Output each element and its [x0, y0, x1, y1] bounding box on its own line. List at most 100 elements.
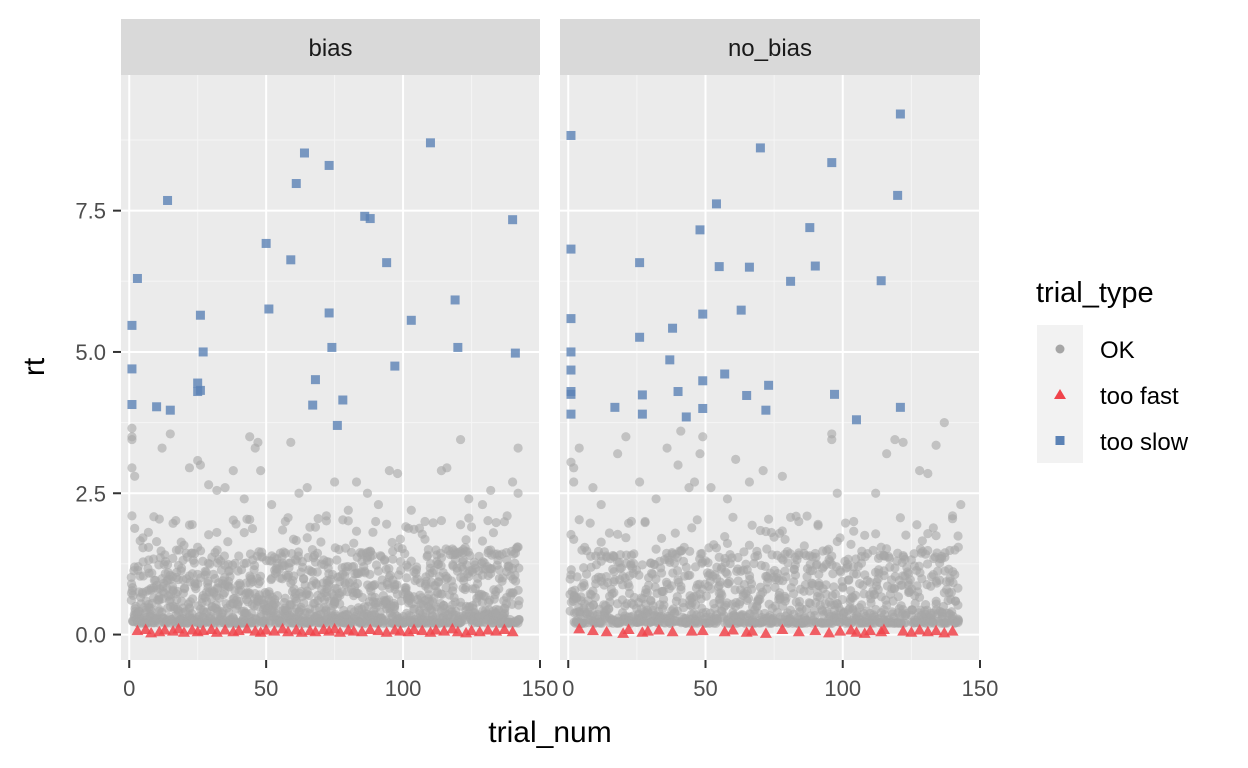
ok-point — [312, 567, 322, 577]
too-fast-point — [408, 623, 421, 634]
ok-point — [733, 552, 743, 563]
ok-point — [901, 530, 911, 540]
ok-point — [687, 523, 697, 533]
too-slow-point — [566, 365, 576, 375]
too-slow-point — [382, 258, 392, 268]
too-fast-point — [347, 625, 360, 636]
ok-point — [821, 580, 831, 590]
ok-point — [154, 514, 164, 524]
ok-point — [187, 519, 197, 530]
ok-point — [271, 600, 281, 610]
ok-point — [711, 543, 722, 553]
ok-point — [882, 449, 892, 459]
too-slow-point — [299, 148, 309, 158]
x-tick-label: 100 — [824, 676, 861, 701]
ok-point — [127, 423, 137, 433]
ok-point — [368, 550, 378, 561]
ok-point — [762, 577, 773, 587]
ok-point — [856, 600, 867, 610]
ok-point — [368, 527, 378, 537]
too-slow-point — [425, 138, 435, 148]
too-slow-point — [286, 255, 296, 265]
too-fast-point — [372, 624, 385, 636]
ok-point — [569, 534, 579, 544]
too-slow-point — [893, 190, 903, 200]
ok-point — [145, 603, 155, 613]
ok-point — [574, 515, 584, 525]
ok-point — [871, 488, 881, 498]
legend-title: trial_type — [1036, 277, 1154, 309]
ok-point — [931, 531, 941, 541]
x-tick-label: 150 — [962, 676, 999, 701]
ok-point — [387, 537, 397, 548]
ok-point — [703, 558, 713, 568]
ok-point — [579, 581, 589, 591]
ok-point — [298, 574, 309, 584]
ok-point — [624, 582, 634, 592]
ok-point — [659, 600, 669, 610]
y-tick-label: 7.5 — [75, 199, 106, 224]
ok-point — [436, 553, 447, 563]
ok-point — [692, 515, 702, 525]
ok-point — [514, 614, 524, 625]
ok-point — [640, 516, 650, 527]
ok-point — [915, 466, 925, 476]
ok-point — [596, 537, 606, 547]
ok-point — [588, 483, 598, 493]
ok-point — [299, 598, 309, 608]
ok-point — [672, 592, 682, 602]
ok-point — [590, 592, 600, 603]
ok-point — [744, 477, 755, 487]
too-slow-point — [665, 355, 675, 365]
ok-point — [724, 576, 735, 587]
ok-point — [953, 617, 963, 628]
ok-point — [130, 523, 140, 534]
ok-point — [513, 443, 523, 453]
ok-point — [871, 529, 881, 539]
too-fast-point — [465, 624, 478, 636]
ok-point — [569, 463, 579, 473]
ok-point — [420, 534, 430, 544]
ok-point — [365, 569, 375, 579]
too-slow-point — [755, 143, 765, 153]
ok-point — [655, 563, 666, 573]
ok-point — [455, 520, 466, 530]
too-fast-point — [792, 625, 805, 637]
ok-point — [939, 418, 949, 428]
ok-point — [494, 584, 504, 594]
too-slow-point — [261, 238, 271, 248]
ok-point — [253, 437, 263, 447]
ok-point — [722, 569, 732, 579]
ok-point — [162, 560, 173, 570]
ok-point — [621, 533, 631, 543]
too-fast-point — [600, 625, 613, 637]
ok-point — [672, 566, 683, 576]
ok-point — [239, 528, 249, 538]
ok-point — [843, 554, 853, 564]
ok-point — [239, 494, 249, 504]
ok-point — [656, 533, 667, 544]
ok-point — [352, 578, 363, 589]
too-fast-point — [197, 624, 210, 636]
x-tick-label: 50 — [254, 676, 278, 701]
ok-point — [804, 598, 814, 608]
ok-point — [249, 565, 259, 575]
ok-point — [231, 519, 241, 529]
too-slow-point — [453, 342, 463, 352]
too-slow-point — [264, 304, 274, 314]
ok-point — [642, 588, 652, 598]
legend-key-too-fast — [1054, 389, 1066, 399]
ok-point — [667, 581, 677, 591]
legend-key-ok — [1055, 344, 1065, 354]
ok-point — [849, 526, 859, 536]
ok-point — [914, 561, 924, 571]
ok-point — [569, 477, 579, 487]
too-fast-point — [394, 625, 407, 636]
too-slow-point — [635, 258, 645, 268]
ok-point — [179, 540, 189, 550]
ok-point — [343, 516, 353, 526]
ok-point — [681, 562, 691, 572]
ok-point — [294, 488, 304, 498]
too-slow-point — [291, 179, 301, 189]
x-tick-label: 150 — [522, 676, 559, 701]
